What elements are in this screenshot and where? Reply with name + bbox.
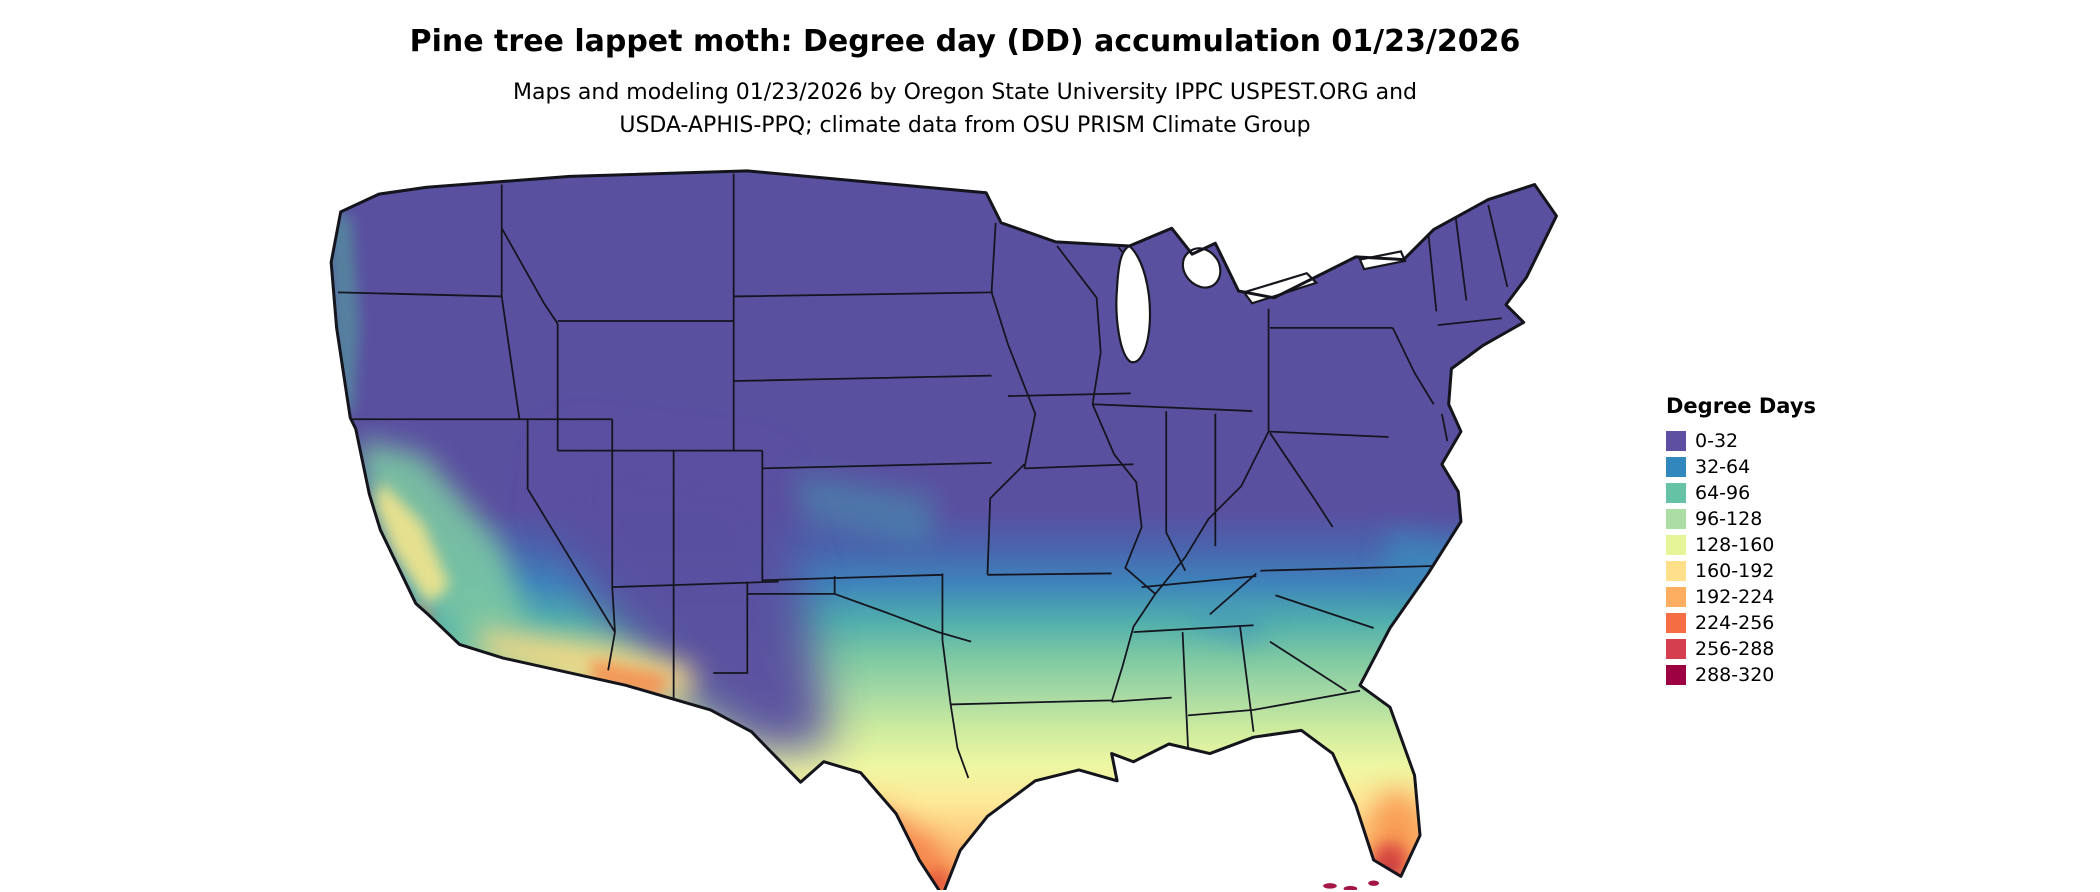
legend-swatch [1666, 613, 1686, 633]
degree-day-raster [331, 170, 1557, 890]
legend-swatch [1666, 665, 1686, 685]
great-lakes [1115, 244, 1407, 364]
us-outline [329, 169, 1558, 890]
legend-swatch [1666, 483, 1686, 503]
us-degree-day-map [297, 160, 1607, 890]
legend-swatch [1666, 587, 1686, 607]
legend-label: 96-128 [1695, 507, 1763, 530]
legend-swatch [1666, 639, 1686, 659]
page-title: Pine tree lappet moth: Degree day (DD) a… [409, 24, 1521, 59]
legend-item: 288-320 [1666, 662, 1816, 688]
florida-keys [1323, 880, 1380, 890]
legend: Degree Days 0-32 32-64 64-96 96-128 128-… [1666, 394, 1816, 688]
lake-huron [1181, 247, 1222, 289]
us-map-svg [329, 169, 1558, 890]
subtitle-line-1: Maps and modeling 01/23/2026 by Oregon S… [513, 80, 1417, 105]
legend-item: 256-288 [1666, 636, 1816, 662]
legend-swatch [1666, 457, 1686, 477]
legend-label: 288-320 [1695, 663, 1775, 686]
legend-label: 0-32 [1695, 429, 1739, 452]
page-subtitle: Maps and modeling 01/23/2026 by Oregon S… [0, 76, 1930, 142]
legend-label: 128-160 [1695, 533, 1775, 556]
header: Pine tree lappet moth: Degree day (DD) a… [0, 24, 1930, 142]
legend-label: 32-64 [1695, 455, 1751, 478]
legend-item: 64-96 [1666, 480, 1816, 506]
legend-label: 224-256 [1695, 611, 1775, 634]
lake-michigan [1115, 244, 1152, 364]
legend-swatch [1666, 431, 1686, 451]
legend-label: 64-96 [1695, 481, 1751, 504]
legend-label: 160-192 [1695, 559, 1775, 582]
legend-swatch [1666, 509, 1686, 529]
legend-item: 0-32 [1666, 428, 1816, 454]
legend-item: 160-192 [1666, 558, 1816, 584]
legend-label: 256-288 [1695, 637, 1775, 660]
legend-swatch [1666, 561, 1686, 581]
subtitle-line-2: USDA-APHIS-PPQ; climate data from OSU PR… [619, 113, 1311, 138]
legend-label: 192-224 [1695, 585, 1775, 608]
state-borders [337, 173, 1509, 779]
legend-item: 192-224 [1666, 584, 1816, 610]
legend-item: 96-128 [1666, 506, 1816, 532]
legend-swatch [1666, 535, 1686, 555]
legend-title: Degree Days [1666, 394, 1817, 418]
legend-item: 128-160 [1666, 532, 1816, 558]
lake-ontario [1358, 250, 1407, 271]
legend-item: 224-256 [1666, 610, 1816, 636]
legend-item: 32-64 [1666, 454, 1816, 480]
